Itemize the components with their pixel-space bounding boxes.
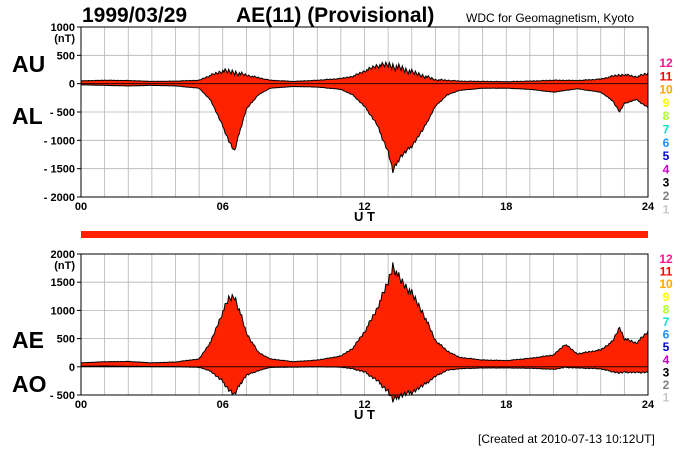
upper-y-tick-label: - 1000 <box>44 135 75 147</box>
upper-envelope-fill <box>81 62 648 173</box>
upper-x-tick-label: 12 <box>358 201 370 213</box>
upper-level-label: 7 <box>663 123 670 137</box>
upper-y-tick-label: 500 <box>57 50 75 62</box>
lower-level-label: 5 <box>663 340 670 354</box>
upper-level-label: 6 <box>663 136 670 150</box>
lower-level-label: 6 <box>663 328 670 342</box>
upper-level-label: 9 <box>663 96 670 110</box>
upper-x-tick-label: 24 <box>642 201 655 213</box>
lower-x-tick-label: 24 <box>642 399 655 411</box>
lower-x-tick-label: 18 <box>500 399 512 411</box>
lower-level-label: 9 <box>663 290 670 304</box>
upper-y-tick-label: 0 <box>69 79 75 91</box>
upper-x-tick-label: 00 <box>75 201 87 213</box>
upper-unit-label: (nT) <box>54 33 75 45</box>
lower-level-label: 2 <box>663 378 670 392</box>
data-source: WDC for Geomagnetism, Kyoto <box>466 11 635 25</box>
upper-level-label: 12 <box>659 56 673 70</box>
lower-level-label: 12 <box>659 252 673 266</box>
upper-au-line <box>80 60 649 83</box>
upper-grid <box>81 27 648 197</box>
upper-level-label: 4 <box>663 162 670 176</box>
lower-ae-line <box>80 262 649 364</box>
upper-y-tick-label: - 500 <box>50 107 75 119</box>
upper-level-label: 5 <box>663 149 670 163</box>
lower-x-tick-label: 00 <box>75 399 87 411</box>
lower-unit-label: (nT) <box>54 260 75 272</box>
lower-level-label: 3 <box>663 365 670 379</box>
lower-y-tick-label: - 500 <box>50 390 75 402</box>
lower-level-label: 8 <box>663 302 670 316</box>
upper-y-tick-label: 1000 <box>51 22 75 34</box>
ao-label: AO <box>12 371 47 397</box>
created-timestamp: [Created at 2010-07-13 10:12UT] <box>478 432 655 446</box>
plot-title: AE(11) (Provisional) <box>236 4 435 27</box>
plot-date: 1999/03/29 <box>82 4 188 27</box>
upper-level-label: 2 <box>663 189 670 203</box>
lower-x-axis-label: U T <box>354 407 375 422</box>
lower-level-label: 10 <box>659 277 673 291</box>
upper-level-label: 8 <box>663 109 670 123</box>
lower-level-label: 4 <box>663 353 670 367</box>
lower-level-label: 11 <box>660 265 673 279</box>
upper-level-label: 11 <box>660 69 673 83</box>
lower-y-tick-label: 2000 <box>51 249 75 261</box>
lower-y-tick-label: 1000 <box>51 305 75 317</box>
upper-level-label: 1 <box>663 202 670 216</box>
lower-y-tick-label: 1500 <box>51 277 75 289</box>
upper-y-tick-label: - 1500 <box>44 164 75 176</box>
au-label: AU <box>12 51 46 77</box>
lower-grid <box>81 254 648 395</box>
separator-bar <box>81 231 648 238</box>
upper-level-label: 10 <box>659 83 673 97</box>
upper-x-tick-label: 18 <box>500 201 512 213</box>
lower-level-label: 7 <box>663 315 670 329</box>
lower-y-tick-label: 500 <box>57 334 75 346</box>
al-label: AL <box>12 103 43 129</box>
upper-level-label: 3 <box>663 176 670 190</box>
upper-y-tick-label: - 2000 <box>44 192 75 204</box>
lower-level-label: 1 <box>663 391 670 405</box>
upper-al-line <box>80 84 649 174</box>
lower-x-tick-label: 12 <box>358 399 370 411</box>
upper-x-tick-label: 06 <box>217 201 229 213</box>
ae-label: AE <box>12 327 44 353</box>
lower-y-tick-label: 0 <box>69 362 75 374</box>
lower-x-tick-label: 06 <box>217 399 229 411</box>
lower-frame <box>80 253 649 396</box>
upper-x-axis-label: U T <box>354 209 375 224</box>
